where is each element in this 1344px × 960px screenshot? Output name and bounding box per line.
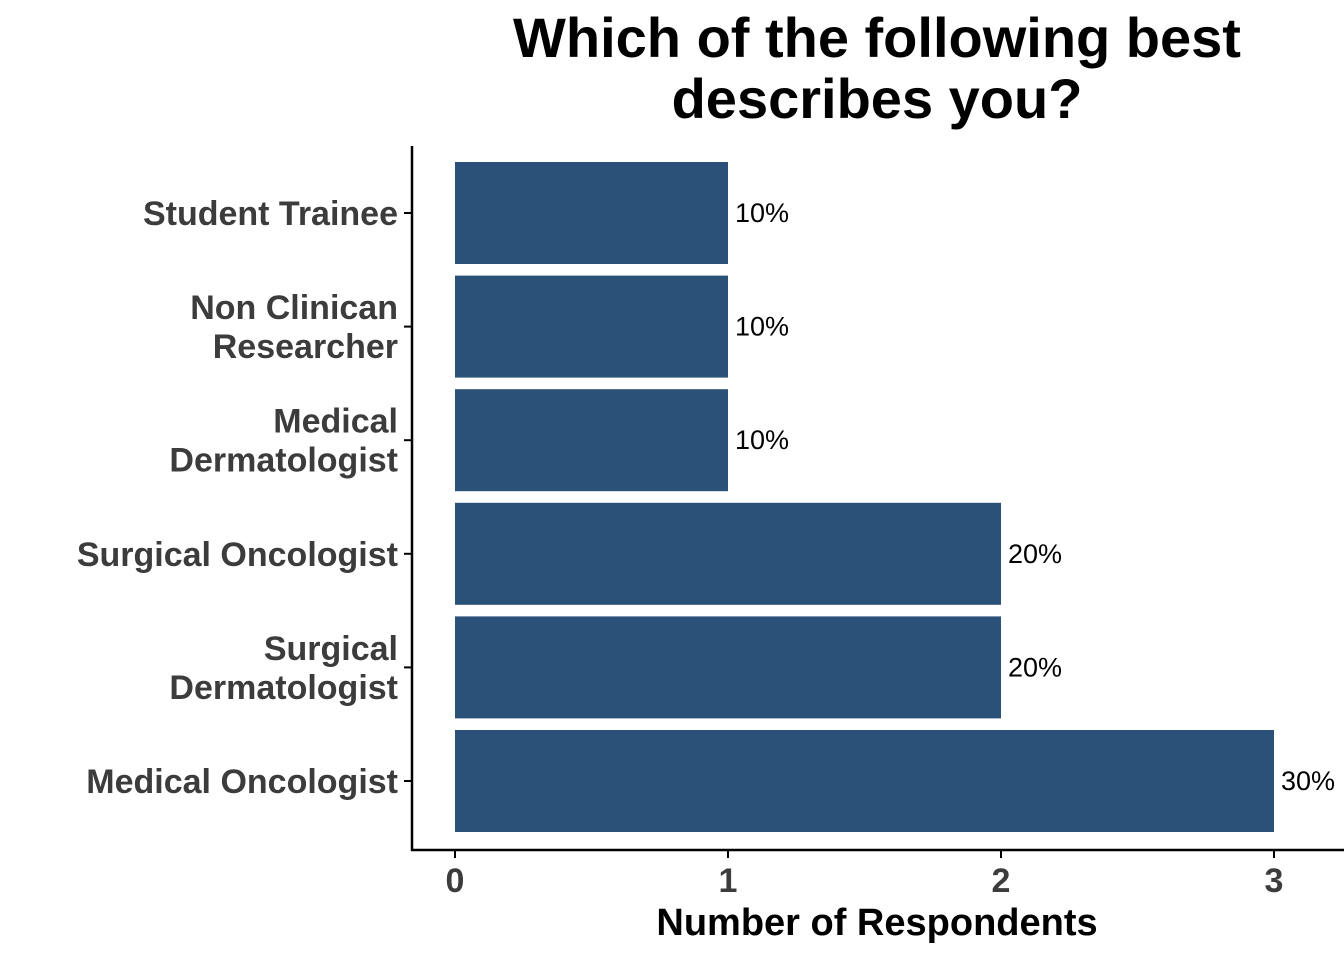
bar — [455, 616, 1001, 719]
bar — [455, 162, 728, 264]
bar — [455, 730, 1274, 832]
bar — [455, 502, 1001, 605]
x-tick-label: 3 — [1265, 862, 1284, 900]
data-label: 10% — [735, 425, 789, 455]
x-tick-label: 0 — [446, 862, 465, 900]
data-label: 10% — [735, 198, 789, 228]
x-axis-title: Number of Respondents — [656, 902, 1097, 944]
category-label: Non Clinican — [190, 289, 398, 327]
chart-title-line-2: describes you? — [672, 67, 1083, 130]
category-label: Surgical Oncologist — [77, 536, 398, 574]
category-label: Dermatologist — [169, 669, 398, 707]
data-label: 20% — [1008, 539, 1062, 569]
plot-area: 10% Student Trainee 10% Non ClinicanResearc… — [77, 162, 1335, 900]
bar — [455, 389, 728, 492]
category-label: Medical Oncologist — [86, 763, 398, 801]
category-label: Dermatologist — [169, 442, 398, 480]
category-label: Researcher — [213, 328, 398, 366]
category-label: Medical — [273, 403, 398, 441]
data-label: 30% — [1281, 766, 1335, 796]
data-label: 20% — [1008, 652, 1062, 682]
data-label: 10% — [735, 312, 789, 342]
x-tick-label: 2 — [992, 862, 1011, 900]
category-label: Student Trainee — [143, 195, 398, 233]
chart-title-line-1: Which of the following best — [513, 6, 1241, 69]
x-tick-label: 1 — [719, 862, 738, 900]
bar — [455, 275, 728, 378]
category-label: Surgical — [264, 630, 398, 668]
